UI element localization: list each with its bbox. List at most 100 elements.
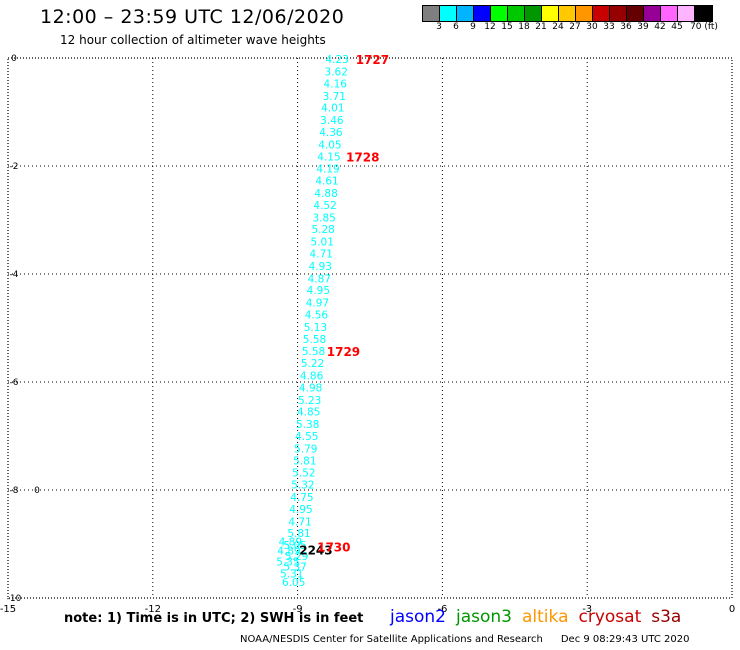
- y-tick-label: -4: [10, 270, 19, 280]
- wave-height-label: 4.61: [315, 176, 338, 188]
- legend-swatch: [491, 6, 508, 21]
- wave-height-label: 4.95: [307, 285, 330, 297]
- legend-tick-label: 39: [637, 22, 649, 32]
- wave-height-label: 4.97: [306, 298, 329, 310]
- legend-swatch: [593, 6, 610, 21]
- satellite-legend: jason2 jason3 altika cryosat s3a: [390, 607, 691, 627]
- legend-tick-label: 3: [436, 22, 442, 32]
- wave-height-label: 6.05: [282, 577, 305, 589]
- wave-height-label: 5.29: [285, 551, 308, 563]
- legend-tick-label: 42: [654, 22, 666, 32]
- wave-height-label: 4.56: [305, 310, 329, 322]
- wave-height-label: 4.85: [297, 407, 320, 419]
- y-tick-label: 0: [11, 54, 17, 64]
- x-tick-label: -9: [293, 604, 303, 615]
- legend-tick-label: 21: [535, 22, 547, 32]
- y-tick-label: -2: [10, 162, 19, 172]
- wave-height-label: 5.38: [296, 419, 319, 431]
- wave-height-label: 5.58: [302, 346, 325, 358]
- wave-height-label: 4.16: [324, 78, 348, 90]
- wave-height-label: 5.58: [303, 334, 326, 346]
- wave-height-label: 5.05: [283, 540, 306, 552]
- wave-height-label: 5.23: [298, 395, 321, 407]
- color-scale-ticks: 3 6 9 12 15 18 21 24 27 30 33 36 39 42 45 70 (ft): [422, 22, 740, 34]
- legend-tick-label: 27: [569, 22, 581, 32]
- legend-tick-label: 15: [501, 22, 513, 32]
- satellite-jason2: jason2: [390, 607, 446, 627]
- wave-height-label: 3.71: [323, 91, 346, 103]
- generated-timestamp: Dec 9 08:29:43 UTC 2020: [560, 634, 690, 645]
- wave-height-label: 5.35: [276, 556, 299, 568]
- legend-tick-label: 30: [586, 22, 598, 32]
- wave-height-label: 5.01: [311, 237, 334, 249]
- legend-swatch: [474, 6, 491, 21]
- wave-height-label: 5.79: [294, 443, 317, 455]
- satellite-altika: altika: [522, 607, 569, 627]
- wave-height-label: 4.23: [325, 54, 348, 66]
- pass-time-label: 1729: [327, 345, 360, 359]
- wave-height-label: 5.13: [304, 322, 327, 334]
- legend-swatch: [576, 6, 593, 21]
- wave-height-label: 5.32: [291, 480, 314, 492]
- legend-swatch: [423, 6, 440, 21]
- legend-tick-label: 70 (ft): [690, 22, 718, 32]
- wave-height-label: 4.01: [321, 103, 344, 115]
- x-tick-label: -12: [145, 604, 161, 615]
- pass-time-label: 1730: [317, 541, 350, 555]
- wave-height-label: 4.75: [290, 492, 313, 504]
- wave-height-label: 4.87: [308, 273, 331, 285]
- satellite-cryosat: cryosat: [578, 607, 642, 627]
- wave-height-label: 5.28: [311, 224, 334, 236]
- legend-tick-label: 24: [552, 22, 564, 32]
- credit-text: NOAA/NESDIS Center for Satellite Applica…: [240, 634, 543, 645]
- wave-height-label: 4.05: [318, 139, 341, 151]
- y-tick-label: -6: [10, 378, 19, 388]
- color-scale-legend: [422, 5, 713, 22]
- legend-tick-label: 18: [518, 22, 530, 32]
- wave-height-label: 4.36: [319, 127, 343, 139]
- legend-tick-label: 9: [470, 22, 476, 32]
- footnote: note: 1) Time is in UTC; 2) SWH is in fe…: [64, 611, 364, 626]
- pass-time-label: 2243: [299, 543, 332, 557]
- x-tick-label: 0: [729, 604, 735, 615]
- wave-height-label: 4.52: [313, 200, 336, 212]
- legend-tick-label: 33: [603, 22, 615, 32]
- legend-swatch: [457, 6, 474, 21]
- wave-height-label: 5.52: [292, 468, 315, 480]
- wave-height-label: 4.71: [288, 516, 311, 528]
- x-tick-label: -3: [582, 604, 592, 615]
- wave-height-label: 4.93: [309, 261, 332, 273]
- legend-swatch: [525, 6, 542, 21]
- legend-tick-label: 6: [453, 22, 459, 32]
- wave-height-label: 5.37: [283, 562, 306, 574]
- legend-swatch: [610, 6, 627, 21]
- legend-tick-label: 12: [484, 22, 496, 32]
- wave-height-label: 5.22: [301, 358, 324, 370]
- wave-height-label: 4.55: [295, 431, 318, 443]
- satellite-jason3: jason3: [456, 607, 512, 627]
- wave-height-label: 4.19: [316, 164, 339, 176]
- legend-swatch: [627, 6, 644, 21]
- legend-swatch: [661, 6, 678, 21]
- legend-swatch: [695, 6, 712, 21]
- legend-swatch: [559, 6, 576, 21]
- legend-swatch: [508, 6, 525, 21]
- credit-line: NOAA/NESDIS Center for Satellite Applica…: [240, 634, 689, 645]
- x-tick-label: -6: [437, 604, 447, 615]
- pass-time-label: 1727: [356, 53, 389, 67]
- wave-height-label: 3.62: [325, 67, 348, 79]
- wave-height-label: 4.89: [279, 536, 302, 548]
- y-tick-label: -8: [10, 486, 19, 496]
- wave-height-label: 3.85: [312, 212, 335, 224]
- wave-height-label: 5.81: [293, 455, 316, 467]
- y-tick-label: -10: [7, 594, 22, 604]
- legend-swatch: [542, 6, 559, 21]
- wave-height-label: 5.81: [287, 528, 310, 540]
- pass-time-label: 1728: [346, 150, 379, 164]
- wave-height-label: 4.89: [277, 545, 300, 557]
- satellite-s3a: s3a: [651, 607, 682, 627]
- legend-tick-label: 45: [671, 22, 683, 32]
- wave-height-label: 4.15: [317, 151, 340, 163]
- wave-height-label: 4.88: [314, 188, 337, 200]
